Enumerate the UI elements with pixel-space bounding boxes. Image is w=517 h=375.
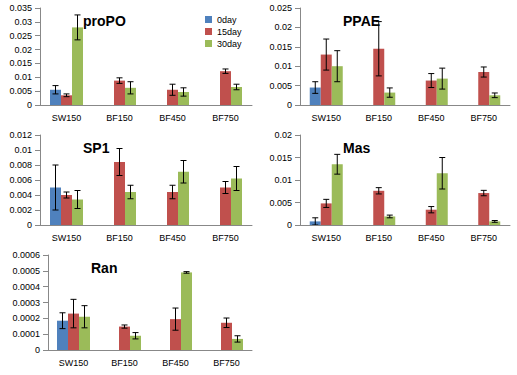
svg-text:0.01: 0.01 — [14, 145, 32, 155]
svg-text:SW150: SW150 — [311, 233, 341, 243]
svg-text:0.008: 0.008 — [9, 160, 32, 170]
svg-text:0.02: 0.02 — [14, 45, 32, 55]
svg-text:0.02: 0.02 — [274, 130, 292, 140]
svg-text:0.025: 0.025 — [269, 3, 292, 13]
svg-text:0.01: 0.01 — [274, 61, 292, 71]
svg-text:BF450: BF450 — [418, 233, 445, 243]
svg-text:0.0005: 0.0005 — [12, 266, 40, 276]
svg-text:0.015: 0.015 — [269, 42, 292, 52]
svg-text:BF750: BF750 — [470, 233, 497, 243]
svg-text:BF750: BF750 — [470, 113, 497, 123]
svg-text:SP1: SP1 — [83, 140, 110, 156]
svg-text:SW150: SW150 — [311, 113, 341, 123]
svg-text:SW150: SW150 — [52, 113, 82, 123]
svg-text:0.0001: 0.0001 — [12, 329, 40, 339]
svg-text:0.01: 0.01 — [274, 175, 292, 185]
svg-text:BF750: BF750 — [212, 233, 239, 243]
svg-text:0.005: 0.005 — [9, 86, 32, 96]
svg-text:BF450: BF450 — [162, 358, 189, 368]
svg-text:0: 0 — [287, 100, 292, 110]
svg-text:0.0003: 0.0003 — [12, 298, 40, 308]
svg-text:0.006: 0.006 — [9, 175, 32, 185]
svg-text:0.025: 0.025 — [9, 31, 32, 41]
svg-text:0: 0 — [27, 100, 32, 110]
svg-text:BF450: BF450 — [159, 233, 186, 243]
svg-text:BF150: BF150 — [111, 358, 138, 368]
svg-text:BF450: BF450 — [159, 113, 186, 123]
svg-text:15day: 15day — [217, 27, 242, 37]
svg-text:0.015: 0.015 — [269, 153, 292, 163]
svg-text:0.012: 0.012 — [9, 130, 32, 140]
svg-text:0.015: 0.015 — [9, 58, 32, 68]
svg-text:BF150: BF150 — [106, 113, 133, 123]
svg-text:0: 0 — [35, 345, 40, 355]
svg-text:30day: 30day — [217, 39, 242, 49]
svg-text:BF150: BF150 — [365, 233, 392, 243]
svg-text:proPO: proPO — [83, 13, 126, 29]
svg-text:BF450: BF450 — [418, 113, 445, 123]
svg-text:0.004: 0.004 — [9, 190, 32, 200]
svg-text:BF750: BF750 — [213, 358, 240, 368]
svg-text:0.005: 0.005 — [269, 81, 292, 91]
svg-text:0day: 0day — [217, 15, 237, 25]
svg-text:0.035: 0.035 — [9, 3, 32, 13]
svg-text:0.005: 0.005 — [269, 198, 292, 208]
svg-text:BF150: BF150 — [365, 113, 392, 123]
svg-text:0.01: 0.01 — [14, 72, 32, 82]
svg-text:BF750: BF750 — [212, 113, 239, 123]
svg-text:0.0006: 0.0006 — [12, 250, 40, 260]
svg-text:0.0004: 0.0004 — [12, 282, 40, 292]
svg-text:0.002: 0.002 — [9, 205, 32, 215]
svg-text:PPAE: PPAE — [343, 13, 380, 29]
svg-text:0.03: 0.03 — [14, 17, 32, 27]
svg-text:0: 0 — [27, 220, 32, 230]
svg-text:0.02: 0.02 — [274, 22, 292, 32]
svg-text:0: 0 — [287, 220, 292, 230]
svg-text:0.0002: 0.0002 — [12, 313, 40, 323]
svg-text:BF150: BF150 — [106, 233, 133, 243]
svg-text:SW150: SW150 — [59, 358, 89, 368]
svg-text:Mas: Mas — [343, 140, 370, 156]
svg-text:SW150: SW150 — [52, 233, 82, 243]
svg-text:Ran: Ran — [91, 260, 117, 276]
